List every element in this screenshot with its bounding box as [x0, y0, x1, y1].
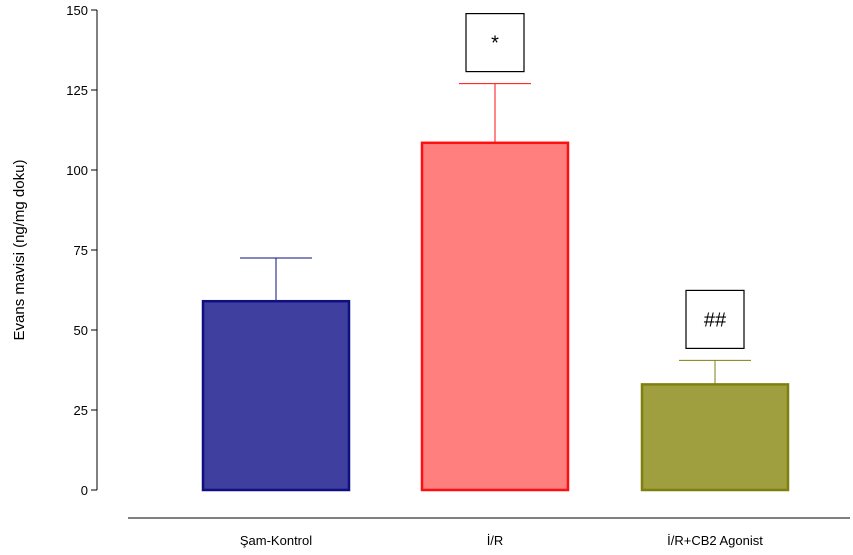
annotation-label: * — [491, 33, 499, 55]
x-category-label: İ/R+CB2 Agonist — [667, 533, 763, 548]
x-axis: Şam-Kontrol İ/R İ/R+CB2 Agonist — [128, 517, 850, 548]
y-tick-label: 50 — [74, 323, 88, 338]
y-tick-label: 0 — [81, 483, 88, 498]
x-category-label: İ/R — [487, 533, 504, 548]
y-axis-title: Evans mavisi (ng/mg doku) — [11, 160, 28, 341]
annotation-box — [685, 289, 745, 349]
x-category-label: Şam-Kontrol — [240, 533, 312, 548]
y-axis: 0 25 50 75 100 125 150 — [66, 3, 98, 498]
annotation-box — [465, 13, 525, 73]
bars: * ## — [201, 13, 790, 492]
significance-annotation: * — [465, 13, 525, 73]
bar — [640, 383, 790, 492]
y-tick-label: 25 — [74, 403, 88, 418]
bar — [201, 299, 351, 492]
significance-annotation: ## — [685, 289, 745, 349]
y-tick-label: 150 — [66, 3, 88, 18]
y-tick-label: 125 — [66, 83, 88, 98]
y-tick-label: 75 — [74, 243, 88, 258]
bar — [420, 141, 570, 492]
y-tick-label: 100 — [66, 163, 88, 178]
annotation-label: ## — [704, 309, 727, 331]
